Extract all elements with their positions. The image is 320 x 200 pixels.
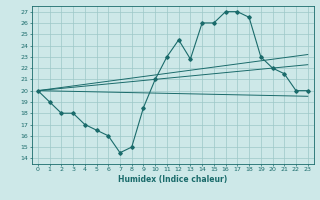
X-axis label: Humidex (Indice chaleur): Humidex (Indice chaleur): [118, 175, 228, 184]
